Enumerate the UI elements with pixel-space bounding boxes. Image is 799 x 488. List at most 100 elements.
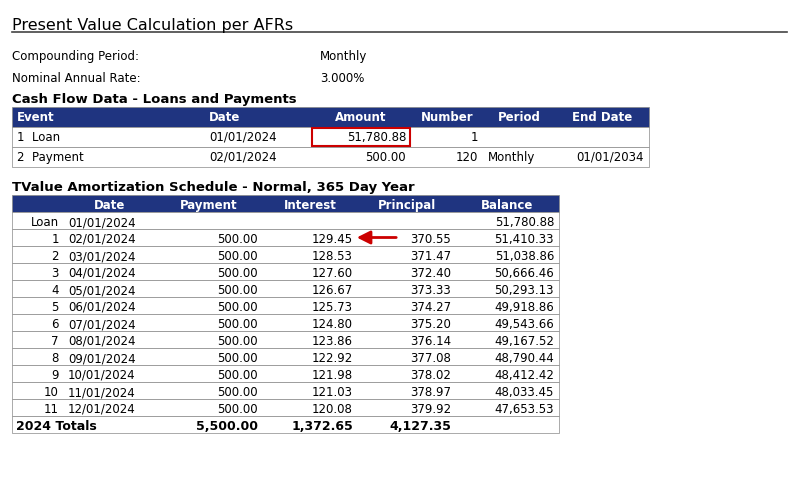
Polygon shape (12, 263, 559, 280)
Text: 500.00: 500.00 (217, 284, 258, 297)
Text: 08/01/2024: 08/01/2024 (68, 335, 136, 348)
Text: 500.00: 500.00 (217, 301, 258, 314)
Text: 126.67: 126.67 (312, 284, 353, 297)
Text: 371.47: 371.47 (410, 250, 451, 263)
Text: 4: 4 (51, 284, 59, 297)
Text: 8: 8 (52, 352, 59, 365)
Text: 02/01/2024: 02/01/2024 (209, 151, 276, 164)
Text: 120: 120 (455, 151, 478, 164)
Text: 377.08: 377.08 (410, 352, 451, 365)
Polygon shape (12, 280, 559, 297)
Polygon shape (12, 399, 559, 416)
Text: 05/01/2024: 05/01/2024 (68, 284, 136, 297)
Text: 12/01/2024: 12/01/2024 (68, 403, 136, 416)
Text: 375.20: 375.20 (410, 318, 451, 331)
Text: 3: 3 (52, 267, 59, 280)
Text: 379.92: 379.92 (410, 403, 451, 416)
Text: 04/01/2024: 04/01/2024 (68, 267, 136, 280)
Text: 48,790.44: 48,790.44 (495, 352, 554, 365)
Polygon shape (12, 416, 559, 433)
Text: 02/01/2024: 02/01/2024 (68, 233, 136, 246)
Text: Date: Date (209, 111, 240, 124)
Polygon shape (12, 331, 559, 348)
Polygon shape (12, 314, 559, 331)
Text: 124.80: 124.80 (312, 318, 353, 331)
Text: 1: 1 (51, 233, 59, 246)
Text: 500.00: 500.00 (217, 233, 258, 246)
Text: 09/01/2024: 09/01/2024 (68, 352, 136, 365)
Text: 10: 10 (44, 386, 59, 399)
Text: 51,780.88: 51,780.88 (495, 216, 554, 229)
Text: 48,412.42: 48,412.42 (494, 369, 554, 382)
Text: 07/01/2024: 07/01/2024 (68, 318, 136, 331)
Text: 2024 Totals: 2024 Totals (16, 420, 97, 433)
Polygon shape (12, 212, 559, 229)
Text: Period: Period (498, 111, 540, 124)
Polygon shape (12, 147, 649, 167)
Text: 122.92: 122.92 (312, 352, 353, 365)
Text: 129.45: 129.45 (312, 233, 353, 246)
Polygon shape (12, 348, 559, 365)
Text: 9: 9 (51, 369, 59, 382)
Polygon shape (12, 246, 559, 263)
Text: Principal: Principal (378, 199, 436, 212)
Text: TValue Amortization Schedule - Normal, 365 Day Year: TValue Amortization Schedule - Normal, 3… (12, 181, 415, 194)
Text: 500.00: 500.00 (217, 335, 258, 348)
Text: 376.14: 376.14 (410, 335, 451, 348)
Text: 50,666.46: 50,666.46 (495, 267, 554, 280)
Text: 500.00: 500.00 (365, 151, 406, 164)
Text: 378.02: 378.02 (410, 369, 451, 382)
Text: 1  Loan: 1 Loan (17, 131, 60, 144)
Text: 49,167.52: 49,167.52 (494, 335, 554, 348)
Text: 47,653.53: 47,653.53 (495, 403, 554, 416)
Text: 370.55: 370.55 (410, 233, 451, 246)
Text: 373.33: 373.33 (410, 284, 451, 297)
Text: 01/01/2024: 01/01/2024 (68, 216, 136, 229)
Text: Amount: Amount (336, 111, 387, 124)
Text: Monthly: Monthly (320, 50, 368, 63)
Polygon shape (12, 382, 559, 399)
Text: 128.53: 128.53 (312, 250, 353, 263)
Polygon shape (12, 229, 559, 246)
Text: 11/01/2024: 11/01/2024 (68, 386, 136, 399)
Text: 49,543.66: 49,543.66 (495, 318, 554, 331)
Text: 372.40: 372.40 (410, 267, 451, 280)
Text: 121.98: 121.98 (312, 369, 353, 382)
Text: 127.60: 127.60 (312, 267, 353, 280)
Text: 500.00: 500.00 (217, 386, 258, 399)
Text: 6: 6 (51, 318, 59, 331)
Text: 7: 7 (51, 335, 59, 348)
Text: 500.00: 500.00 (217, 250, 258, 263)
Text: 1: 1 (471, 131, 478, 144)
Text: 121.03: 121.03 (312, 386, 353, 399)
Text: 51,780.88: 51,780.88 (347, 131, 406, 144)
Text: Interest: Interest (284, 199, 337, 212)
Text: 4,127.35: 4,127.35 (389, 420, 451, 433)
Text: 49,918.86: 49,918.86 (495, 301, 554, 314)
Text: 500.00: 500.00 (217, 267, 258, 280)
Text: 5: 5 (52, 301, 59, 314)
Text: 500.00: 500.00 (217, 403, 258, 416)
Text: 123.86: 123.86 (312, 335, 353, 348)
Text: 500.00: 500.00 (217, 369, 258, 382)
Text: 1,372.65: 1,372.65 (292, 420, 353, 433)
Text: 48,033.45: 48,033.45 (495, 386, 554, 399)
Text: 06/01/2024: 06/01/2024 (68, 301, 136, 314)
Text: Nominal Annual Rate:: Nominal Annual Rate: (12, 72, 141, 85)
Polygon shape (12, 127, 649, 147)
Text: 3.000%: 3.000% (320, 72, 364, 85)
Text: 2: 2 (51, 250, 59, 263)
Text: End Date: End Date (572, 111, 632, 124)
Text: 5,500.00: 5,500.00 (196, 420, 258, 433)
Text: Balance: Balance (481, 199, 534, 212)
Text: 10/01/2024: 10/01/2024 (68, 369, 136, 382)
Text: 50,293.13: 50,293.13 (495, 284, 554, 297)
Text: 2  Payment: 2 Payment (17, 151, 84, 164)
Polygon shape (12, 297, 559, 314)
Text: Number: Number (421, 111, 473, 124)
Text: 125.73: 125.73 (312, 301, 353, 314)
Text: 51,038.86: 51,038.86 (495, 250, 554, 263)
Text: Payment: Payment (181, 199, 238, 212)
Text: 120.08: 120.08 (312, 403, 353, 416)
Text: Event: Event (17, 111, 54, 124)
